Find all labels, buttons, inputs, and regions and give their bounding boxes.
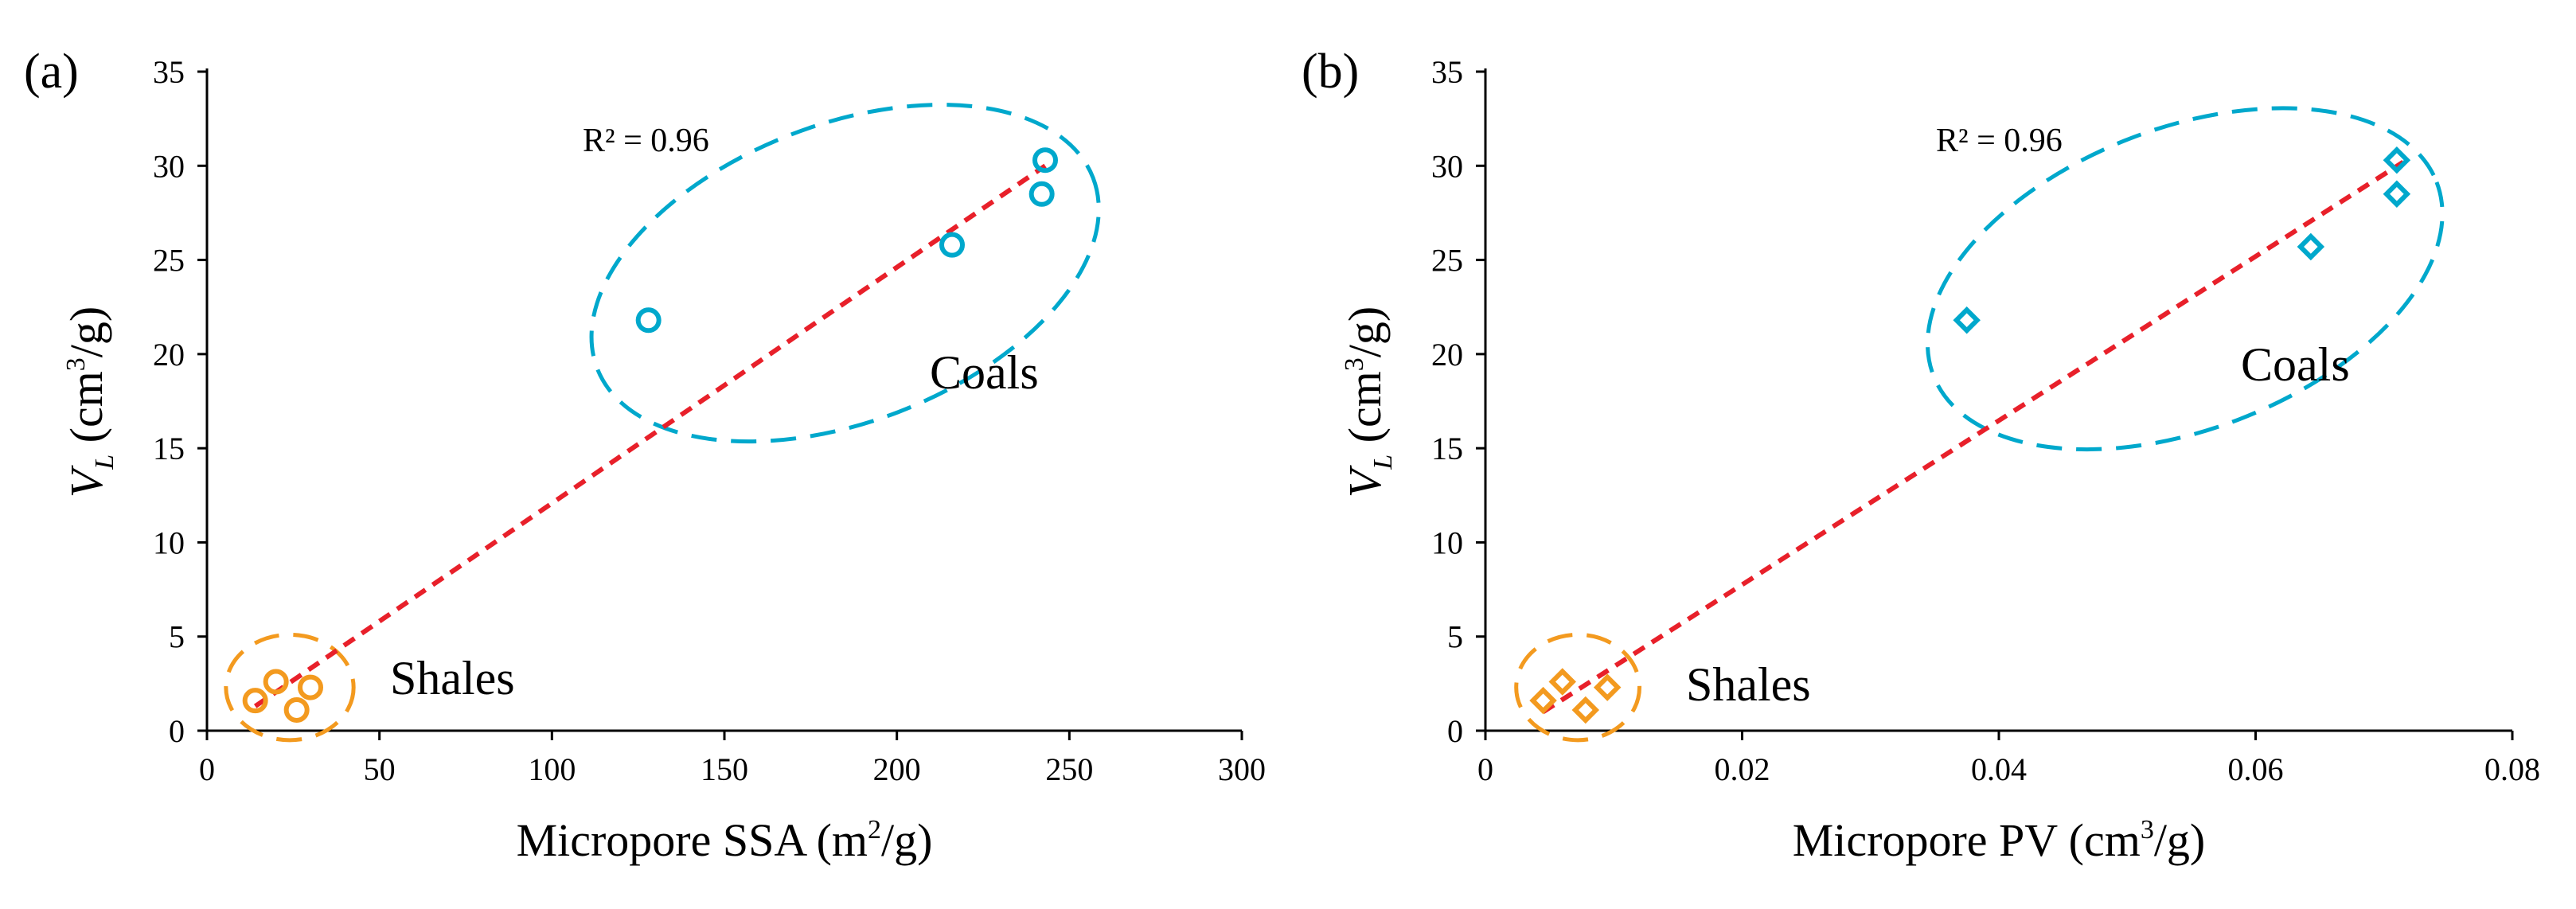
y-tick-label: 15 xyxy=(153,431,185,466)
y-tick-label: 25 xyxy=(153,243,185,279)
shales-data-point xyxy=(1529,686,1557,715)
y-tick-label: 0 xyxy=(1447,713,1463,749)
coals-data-point xyxy=(939,232,965,258)
coals-data-point xyxy=(2383,180,2411,209)
x-tick-label: 0 xyxy=(1477,751,1493,787)
shales-data-point xyxy=(263,669,289,695)
r-squared-label: R² = 0.96 xyxy=(1936,123,2063,159)
y-tick-label: 10 xyxy=(153,525,185,560)
shales-group-ellipse xyxy=(1514,632,1641,743)
y-tick-label: 15 xyxy=(1431,431,1463,466)
panel-label: (b) xyxy=(1302,45,1359,99)
y-tick-label: 30 xyxy=(153,148,185,184)
coals-data-point xyxy=(1953,306,1981,334)
x-tick-label: 200 xyxy=(873,751,921,787)
trend-line xyxy=(253,163,1047,708)
shales-data-point xyxy=(1571,696,1600,724)
shales-group-ellipse xyxy=(224,632,356,743)
y-tick-label: 30 xyxy=(1431,148,1463,184)
x-tick-label: 0.04 xyxy=(1971,751,2027,787)
x-tick-label: 100 xyxy=(528,751,576,787)
coals-data-point xyxy=(1028,181,1055,207)
x-axis-title-main: Micropore PV (cm xyxy=(1793,814,2141,866)
y-tick-label: 5 xyxy=(169,619,185,655)
shales-group-label: Shales xyxy=(1686,658,1811,711)
y-tick-label: 20 xyxy=(153,337,185,373)
panel-label: (a) xyxy=(24,45,79,99)
coals-data-point xyxy=(1032,147,1058,174)
y-axis-title-tail: /g) xyxy=(60,306,112,357)
coals-group-ellipse xyxy=(589,103,1101,444)
y-tick-label: 5 xyxy=(1447,619,1463,655)
coals-data-point xyxy=(2297,232,2325,261)
x-axis-title-tail: /g) xyxy=(881,814,932,866)
shales-data-point xyxy=(298,674,323,700)
x-tick-label: 0 xyxy=(199,751,215,787)
x-axis-title: Micropore PV (cm3/g) xyxy=(1793,814,2206,866)
x-tick-label: 0.08 xyxy=(2484,751,2540,787)
y-axis-title: VL (cm3/g) xyxy=(1339,306,1398,497)
y-tick-label: 20 xyxy=(1431,337,1463,373)
shales-data-point xyxy=(242,688,268,714)
y-axis-title-subscript: L xyxy=(90,454,119,470)
r-squared-label: R² = 0.96 xyxy=(583,123,709,159)
shales-data-point xyxy=(283,696,310,723)
shales-data-point xyxy=(1593,673,1622,701)
y-tick-label: 25 xyxy=(1431,243,1463,279)
x-axis-title-main: Micropore SSA (m xyxy=(517,814,868,866)
x-axis-title: Micropore SSA (m2/g) xyxy=(517,814,933,866)
y-axis-title-tail: /g) xyxy=(1339,306,1391,357)
chart-panel-b: 0 5 10 15 20 25 30 35 0 0.02 0.04 0.06 0.08 Micropore… xyxy=(1302,45,2540,866)
x-tick-label: 150 xyxy=(701,751,748,787)
coals-group-label: Coals xyxy=(930,346,1039,399)
x-tick-label: 0.02 xyxy=(1715,751,1770,787)
y-axis-title-superscript: 3 xyxy=(1340,357,1369,371)
y-axis-title-superscript: 3 xyxy=(61,357,91,371)
coals-group-ellipse xyxy=(1925,106,2445,452)
y-axis-title-unit: (cm xyxy=(1339,371,1391,454)
x-tick-label: 0.06 xyxy=(2228,751,2284,787)
shales-data-point xyxy=(1548,668,1576,696)
y-tick-label: 10 xyxy=(1431,525,1463,560)
x-axis-title-superscript: 2 xyxy=(868,815,881,845)
shales-group-label: Shales xyxy=(390,652,515,704)
coals-data-point xyxy=(635,307,662,334)
y-axis-title-unit: (cm xyxy=(60,371,112,454)
x-axis-title-tail: /g) xyxy=(2154,814,2205,866)
coals-data-point xyxy=(2383,146,2411,174)
chart-panel-a: 0 5 10 15 20 25 30 35 0 50 100 150 200 250 300 Micropor… xyxy=(24,45,1266,866)
x-axis-title-superscript: 3 xyxy=(2141,815,2154,845)
x-tick-label: 250 xyxy=(1045,751,1093,787)
coals-group-label: Coals xyxy=(2241,338,2350,391)
y-tick-label: 0 xyxy=(169,713,185,749)
trend-line xyxy=(1541,160,2405,714)
x-tick-label: 300 xyxy=(1218,751,1266,787)
y-axis-title-subscript: L xyxy=(1368,454,1398,470)
y-axis-title-variable: V xyxy=(60,464,112,497)
x-tick-label: 50 xyxy=(364,751,396,787)
y-tick-label: 35 xyxy=(153,54,185,90)
y-axis-title: VL (cm3/g) xyxy=(60,306,119,497)
y-tick-label: 35 xyxy=(1431,54,1463,90)
y-axis-title-variable: V xyxy=(1339,464,1391,497)
